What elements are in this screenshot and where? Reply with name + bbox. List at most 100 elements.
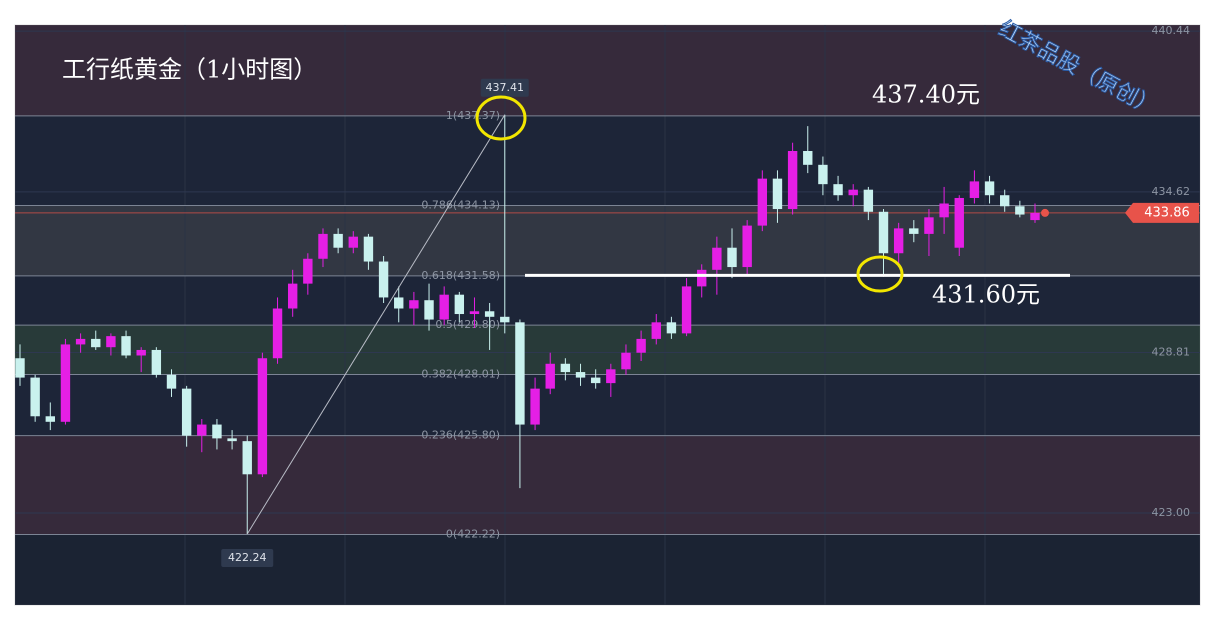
candle-body [333, 233, 343, 248]
annotation: 437.40元 [872, 81, 980, 109]
candle-body [394, 297, 404, 309]
candle-body [787, 151, 798, 210]
y-tick-label: 428.81 [1152, 345, 1191, 358]
candle-body [272, 308, 283, 359]
candle-body [712, 247, 722, 270]
candle-body [1015, 206, 1025, 215]
candle-body [409, 300, 419, 309]
candle-body [30, 377, 40, 417]
y-tick-label: 423.00 [1152, 506, 1191, 519]
candle-body [15, 358, 25, 378]
candle-body [893, 228, 904, 254]
last-price-label: 433.86 [1144, 205, 1190, 220]
candle-body [181, 388, 192, 436]
candle-body [878, 211, 889, 254]
candle-body [136, 349, 146, 356]
candle-body [454, 294, 465, 315]
candle-body [909, 228, 919, 234]
candle-body [121, 336, 131, 356]
candle-body [590, 377, 601, 384]
fib-label: 0.382(428.01) [421, 368, 500, 381]
fib-label: 0.236(425.80) [421, 429, 500, 442]
candle-body [303, 258, 313, 284]
low-tag [221, 548, 274, 567]
candle-body [560, 363, 571, 373]
candle-body [621, 352, 631, 370]
candle-body [515, 322, 525, 425]
candle-body [954, 197, 964, 248]
candle-body [227, 438, 237, 442]
fib-band [15, 275, 1200, 326]
candle-body [1030, 212, 1040, 221]
plot-layer: 423.00 428.81 434.62 440.44 1(437.37) 0.786(4… [15, 24, 1200, 605]
last-price-dot [1041, 208, 1049, 217]
candle-body [197, 424, 207, 436]
candle-body [500, 316, 510, 323]
fib-trend-line [246, 114, 506, 535]
candle-body [848, 189, 858, 196]
candle-body [151, 349, 162, 375]
fib-band [15, 374, 1200, 436]
candle-body [803, 151, 813, 165]
fib-band [15, 205, 1200, 276]
y-tick-label: 434.62 [1152, 185, 1191, 198]
candle-body [257, 358, 268, 475]
fib-band [15, 435, 1200, 535]
last-price-tag [1125, 202, 1199, 223]
candle-body [984, 181, 995, 196]
candle-body [363, 236, 374, 262]
candle-body [818, 164, 828, 185]
candle-body [469, 311, 480, 315]
highlight-circle [856, 255, 904, 293]
candle-body [636, 338, 646, 353]
candle-body [242, 441, 252, 475]
candle-body [697, 269, 707, 287]
candle-body [969, 181, 980, 198]
candle-body [530, 388, 540, 425]
y-tick-label: 440.44 [1152, 24, 1191, 37]
candle-body [651, 322, 661, 339]
candle-body [318, 233, 328, 259]
candle-body [484, 311, 495, 317]
fib-label: 0.618(431.58) [421, 269, 500, 282]
candle-body [939, 203, 949, 218]
high-tag [480, 78, 529, 97]
candle-body [545, 363, 555, 389]
candle-body [757, 178, 768, 226]
candle-body [75, 338, 86, 345]
fib-band [15, 25, 1200, 116]
candle-body [287, 283, 298, 309]
candle-body [60, 344, 71, 422]
candle-body [424, 300, 434, 320]
candle-body [727, 247, 737, 268]
candle-body [1000, 195, 1010, 207]
fib-label: 0(422.22) [446, 528, 500, 541]
candle-body [772, 178, 783, 210]
candle-body [45, 416, 55, 422]
fib-band [15, 115, 1200, 206]
low-tag-label: 422.24 [228, 551, 267, 564]
candle-body [742, 225, 752, 268]
fib-band [15, 325, 1200, 375]
chart-title: 工行纸黄金（1小时图） [62, 56, 317, 84]
candle-body [348, 236, 358, 248]
candle-body [439, 294, 449, 320]
candle-body [106, 336, 116, 348]
candle-body [833, 184, 843, 196]
candle-body [212, 424, 222, 439]
fib-band [15, 534, 1200, 605]
fib-label: 0.5(429.80) [435, 318, 500, 331]
high-tag-label: 437.41 [486, 81, 525, 94]
candle-body [666, 322, 677, 334]
fib-label: 1(437.37) [446, 109, 500, 122]
highlight-circle [475, 95, 527, 141]
candle-body [863, 189, 874, 212]
candle-body [924, 217, 934, 234]
annotation: 431.60元 [932, 281, 1040, 309]
candle-body [91, 338, 101, 348]
candle-body [606, 369, 616, 384]
fib-label: 0.786(434.13) [421, 198, 500, 211]
candle-body [166, 374, 177, 389]
